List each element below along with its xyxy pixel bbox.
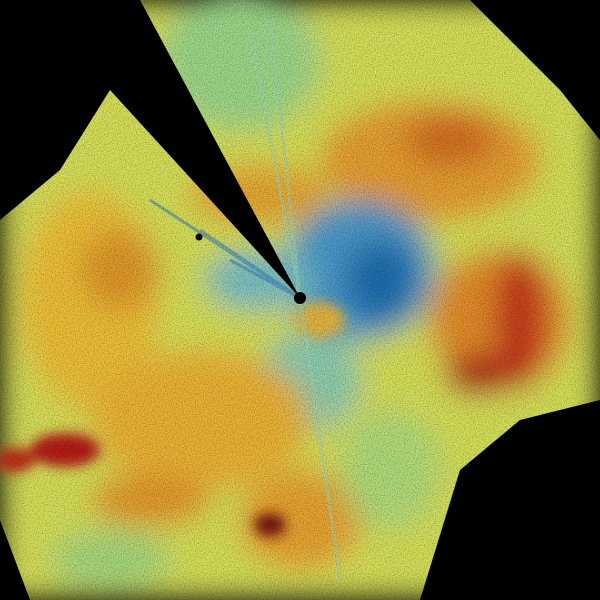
radar-site xyxy=(294,292,306,304)
target-dot xyxy=(195,233,203,241)
